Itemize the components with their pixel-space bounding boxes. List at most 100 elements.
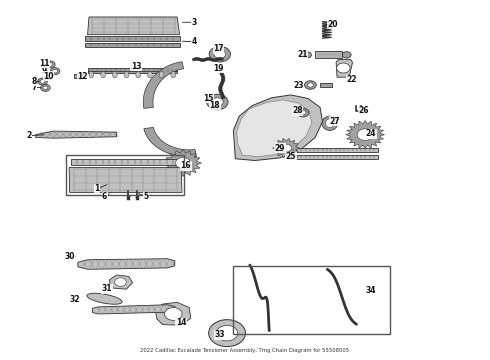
Text: 31: 31: [102, 284, 112, 293]
Ellipse shape: [87, 293, 122, 304]
Text: 29: 29: [274, 144, 285, 153]
Circle shape: [192, 58, 196, 61]
Text: 17: 17: [213, 44, 223, 53]
Circle shape: [48, 63, 53, 66]
Text: 15: 15: [203, 94, 214, 103]
Text: 25: 25: [286, 153, 296, 162]
Circle shape: [343, 52, 351, 58]
Circle shape: [201, 59, 205, 62]
Polygon shape: [143, 62, 184, 108]
Text: 1: 1: [95, 184, 100, 193]
Bar: [289, 155, 378, 159]
Ellipse shape: [159, 72, 164, 78]
Circle shape: [221, 78, 225, 81]
Circle shape: [46, 61, 55, 68]
Circle shape: [221, 95, 224, 98]
Polygon shape: [144, 127, 196, 157]
Circle shape: [210, 58, 214, 61]
Polygon shape: [336, 59, 352, 77]
Circle shape: [213, 59, 217, 62]
Circle shape: [115, 278, 126, 286]
Bar: [233, 266, 391, 334]
Circle shape: [216, 58, 220, 61]
Circle shape: [44, 73, 53, 80]
Text: 20: 20: [327, 19, 338, 28]
Polygon shape: [233, 95, 322, 161]
Circle shape: [217, 325, 238, 341]
Circle shape: [209, 46, 230, 62]
Polygon shape: [315, 51, 342, 58]
Circle shape: [219, 90, 222, 93]
Text: 2: 2: [27, 131, 32, 140]
Circle shape: [220, 82, 224, 85]
Circle shape: [300, 111, 306, 115]
Polygon shape: [93, 305, 175, 314]
Polygon shape: [346, 121, 385, 149]
Circle shape: [219, 57, 222, 60]
Bar: [88, 70, 177, 73]
Text: 8: 8: [31, 77, 37, 86]
Text: 12: 12: [77, 72, 88, 81]
Text: 6: 6: [102, 192, 107, 201]
Circle shape: [221, 77, 225, 80]
Circle shape: [220, 91, 223, 94]
Circle shape: [209, 320, 245, 347]
Circle shape: [41, 84, 50, 91]
Polygon shape: [88, 17, 180, 35]
Circle shape: [205, 58, 209, 60]
Ellipse shape: [325, 119, 334, 128]
Circle shape: [357, 129, 373, 140]
Bar: [66, 155, 184, 195]
Ellipse shape: [112, 72, 117, 78]
Circle shape: [219, 85, 222, 88]
Circle shape: [214, 58, 218, 61]
Circle shape: [297, 108, 309, 117]
Text: 10: 10: [44, 72, 54, 81]
Circle shape: [221, 96, 225, 99]
Circle shape: [202, 59, 206, 61]
Polygon shape: [165, 149, 201, 176]
Text: 9: 9: [41, 66, 47, 75]
Bar: [85, 36, 180, 41]
Polygon shape: [237, 100, 312, 157]
Circle shape: [305, 81, 316, 89]
Text: 16: 16: [181, 161, 191, 170]
Polygon shape: [320, 83, 332, 87]
Circle shape: [204, 58, 208, 61]
Ellipse shape: [147, 72, 152, 78]
Circle shape: [220, 72, 223, 75]
Circle shape: [165, 307, 182, 320]
Polygon shape: [218, 334, 237, 338]
Bar: [88, 68, 177, 71]
Ellipse shape: [322, 116, 338, 130]
Bar: [289, 148, 378, 152]
Circle shape: [43, 86, 48, 90]
Text: 26: 26: [359, 107, 369, 116]
Circle shape: [53, 69, 57, 73]
Circle shape: [196, 58, 200, 60]
Bar: [85, 43, 180, 47]
Circle shape: [303, 52, 311, 58]
Circle shape: [217, 58, 221, 60]
Polygon shape: [69, 168, 182, 192]
Circle shape: [207, 94, 228, 110]
Text: 18: 18: [210, 101, 220, 110]
Bar: [74, 74, 83, 78]
Text: 34: 34: [366, 286, 376, 295]
Circle shape: [38, 78, 48, 85]
Circle shape: [220, 84, 223, 86]
Text: 11: 11: [39, 59, 49, 68]
Text: 13: 13: [131, 62, 141, 71]
Text: 33: 33: [215, 330, 225, 339]
Circle shape: [175, 158, 191, 168]
Circle shape: [198, 58, 202, 61]
Circle shape: [221, 76, 225, 78]
Text: 21: 21: [297, 50, 307, 59]
Circle shape: [220, 93, 224, 96]
Circle shape: [194, 58, 197, 60]
Circle shape: [281, 144, 292, 152]
Circle shape: [220, 58, 223, 60]
Bar: [71, 159, 180, 165]
Circle shape: [337, 63, 350, 73]
Ellipse shape: [171, 72, 176, 78]
